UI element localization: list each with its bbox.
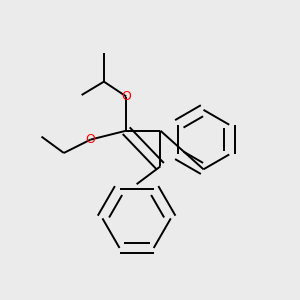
Text: O: O — [85, 133, 95, 146]
Text: O: O — [121, 90, 131, 103]
